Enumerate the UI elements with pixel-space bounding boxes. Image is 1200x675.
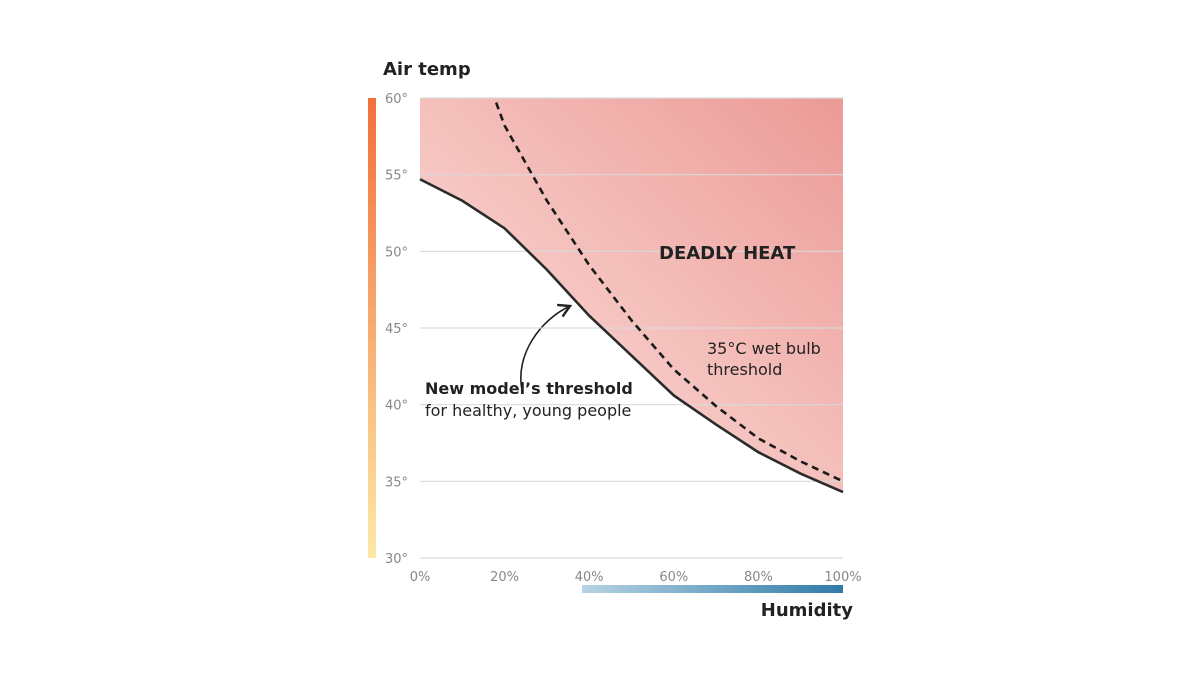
annotation: threshold [707,360,782,379]
x-tick-label: 60% [659,570,688,585]
y-tick-label: 50° [385,245,408,260]
y-tick-label: 30° [385,552,408,567]
deadly-heat-area [420,98,843,493]
annotation-arrow [520,303,573,391]
y-tick-label: 45° [385,322,408,337]
wet-bulb-line [494,102,844,483]
x-tick-label: 100% [824,570,861,585]
y-tick-label: 60° [385,92,408,107]
threshold-line [419,178,844,494]
temp-color-bar [368,98,376,558]
x-tick-label: 0% [410,570,431,585]
y-tick-label: 35° [385,475,408,490]
y-tick-label: 55° [385,169,408,184]
annotation: 35°C wet bulb [707,339,821,358]
humidity-color-bar [582,585,843,593]
x-tick-label: 80% [744,570,773,585]
annotation: New model’s threshold [425,379,633,398]
annotation: for healthy, young people [425,401,631,420]
y-axis-label: Air temp [383,59,471,80]
y-tick-label: 40° [385,399,408,414]
x-tick-label: 20% [490,570,519,585]
x-axis-label: Humidity [761,600,853,621]
x-tick-label: 40% [575,570,604,585]
annotation: DEADLY HEAT [659,243,796,264]
